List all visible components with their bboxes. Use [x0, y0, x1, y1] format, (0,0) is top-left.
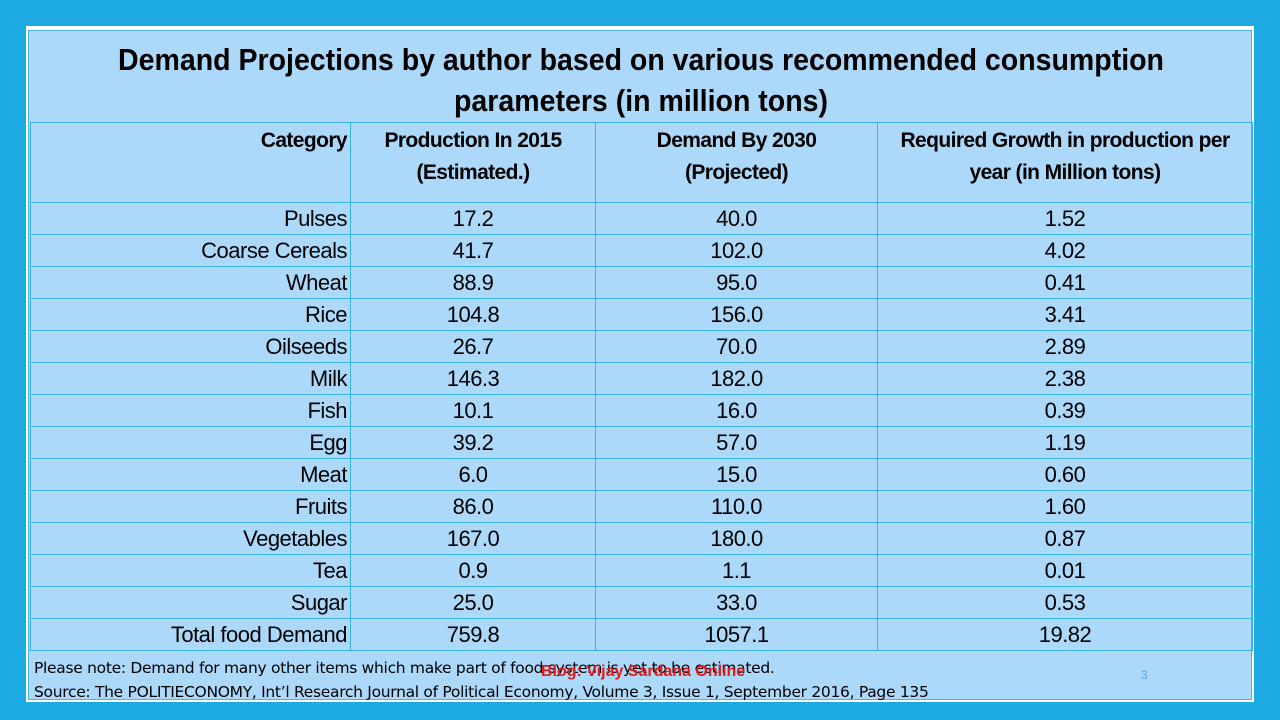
demand-table: Category Production In 2015 (Estimated.)…	[30, 122, 1253, 651]
cell-production: 26.7	[350, 330, 596, 363]
header-category: Category	[30, 122, 351, 203]
cell-growth: 0.39	[877, 394, 1253, 427]
cell-demand: 16.0	[595, 394, 878, 427]
cell-production: 25.0	[350, 586, 596, 619]
header-growth: Required Growth in production per year (…	[877, 122, 1253, 203]
cell-category: Egg	[30, 426, 351, 459]
cell-growth: 19.82	[877, 618, 1253, 651]
cell-growth: 0.60	[877, 458, 1253, 491]
cell-demand: 156.0	[595, 298, 878, 331]
cell-growth: 3.41	[877, 298, 1253, 331]
cell-category: Sugar	[30, 586, 351, 619]
table-row: Tea 0.9 1.1 0.01	[30, 554, 1253, 587]
table-row: Coarse Cereals 41.7 102.0 4.02	[30, 234, 1253, 267]
cell-category: Fruits	[30, 490, 351, 523]
footnote: Please note: Demand for many other items…	[34, 656, 929, 704]
cell-production: 88.9	[350, 266, 596, 299]
table-row: Egg 39.2 57.0 1.19	[30, 426, 1253, 459]
page-number: 3	[1141, 668, 1148, 682]
cell-production: 759.8	[350, 618, 596, 651]
title-line-2: parameters (in million tons)	[453, 83, 828, 118]
slide-title: Demand Projections by author based on va…	[78, 39, 1204, 121]
cell-category: Tea	[30, 554, 351, 587]
cell-demand: 182.0	[595, 362, 878, 395]
cell-growth: 0.41	[877, 266, 1253, 299]
table-row: Wheat 88.9 95.0 0.41	[30, 266, 1253, 299]
cell-category: Wheat	[30, 266, 351, 299]
cell-growth: 1.19	[877, 426, 1253, 459]
table-row: Sugar 25.0 33.0 0.53	[30, 586, 1253, 619]
cell-demand: 70.0	[595, 330, 878, 363]
table-row: Oilseeds 26.7 70.0 2.89	[30, 330, 1253, 363]
cell-growth: 1.60	[877, 490, 1253, 523]
table-header-row: Category Production In 2015 (Estimated.)…	[30, 122, 1253, 203]
cell-demand: 1.1	[595, 554, 878, 587]
cell-growth: 0.01	[877, 554, 1253, 587]
cell-demand: 57.0	[595, 426, 878, 459]
cell-production: 0.9	[350, 554, 596, 587]
cell-growth: 0.53	[877, 586, 1253, 619]
cell-demand: 33.0	[595, 586, 878, 619]
cell-production: 146.3	[350, 362, 596, 395]
content-panel: Demand Projections by author based on va…	[28, 30, 1253, 701]
cell-category: Meat	[30, 458, 351, 491]
cell-production: 6.0	[350, 458, 596, 491]
cell-category: Milk	[30, 362, 351, 395]
table-total-row: Total food Demand 759.8 1057.1 19.82	[30, 618, 1253, 651]
source-text: Source: The POLITIECONOMY, Int’l Researc…	[34, 683, 929, 701]
cell-demand: 110.0	[595, 490, 878, 523]
cell-production: 167.0	[350, 522, 596, 555]
table-row: Meat 6.0 15.0 0.60	[30, 458, 1253, 491]
slide: Demand Projections by author based on va…	[26, 26, 1254, 702]
table-row: Pulses 17.2 40.0 1.52	[30, 202, 1253, 235]
table-row: Milk 146.3 182.0 2.38	[30, 362, 1253, 395]
table-row: Fish 10.1 16.0 0.39	[30, 394, 1253, 427]
blog-watermark: Blog: Vijay Sardana Online	[541, 663, 746, 680]
cell-production: 104.8	[350, 298, 596, 331]
cell-growth: 1.52	[877, 202, 1253, 235]
cell-demand: 1057.1	[595, 618, 878, 651]
cell-category: Rice	[30, 298, 351, 331]
note-text: Please note: Demand for many other items…	[34, 659, 775, 677]
header-production: Production In 2015 (Estimated.)	[350, 122, 596, 203]
cell-growth: 4.02	[877, 234, 1253, 267]
title-line-1: Demand Projections by author based on va…	[118, 42, 1164, 77]
cell-production: 17.2	[350, 202, 596, 235]
cell-production: 39.2	[350, 426, 596, 459]
cell-growth: 2.38	[877, 362, 1253, 395]
table-row: Rice 104.8 156.0 3.41	[30, 298, 1253, 331]
cell-category: Fish	[30, 394, 351, 427]
cell-growth: 0.87	[877, 522, 1253, 555]
cell-production: 10.1	[350, 394, 596, 427]
table-row: Vegetables 167.0 180.0 0.87	[30, 522, 1253, 555]
cell-demand: 40.0	[595, 202, 878, 235]
cell-category: Vegetables	[30, 522, 351, 555]
cell-category: Pulses	[30, 202, 351, 235]
cell-demand: 15.0	[595, 458, 878, 491]
cell-demand: 95.0	[595, 266, 878, 299]
cell-growth: 2.89	[877, 330, 1253, 363]
cell-category: Coarse Cereals	[30, 234, 351, 267]
cell-production: 41.7	[350, 234, 596, 267]
cell-category: Total food Demand	[30, 618, 351, 651]
table-row: Fruits 86.0 110.0 1.60	[30, 490, 1253, 523]
cell-production: 86.0	[350, 490, 596, 523]
cell-demand: 180.0	[595, 522, 878, 555]
cell-demand: 102.0	[595, 234, 878, 267]
cell-category: Oilseeds	[30, 330, 351, 363]
header-demand: Demand By 2030 (Projected)	[595, 122, 878, 203]
